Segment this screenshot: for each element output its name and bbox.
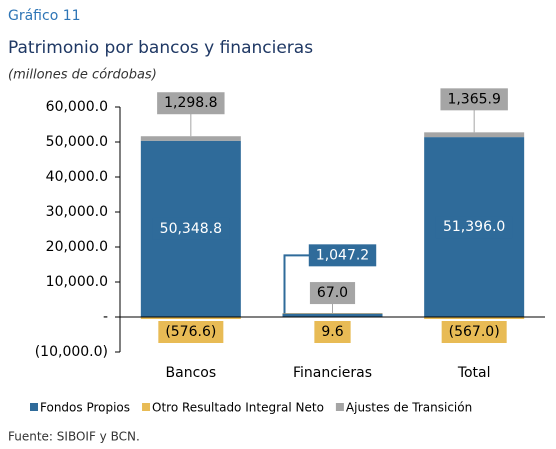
value-label: 51,396.0: [443, 219, 505, 235]
value-label: 1,047.2: [316, 247, 369, 263]
bar-segment: [140, 317, 241, 320]
legend-label: Ajustes de Transición: [346, 401, 472, 415]
y-tick-label: 60,000.0: [46, 99, 108, 115]
y-tick-label: -: [103, 309, 108, 325]
bar-segment: [424, 317, 525, 319]
bar-segment: [282, 313, 383, 314]
label-box: [440, 88, 508, 111]
legend-label: Otro Resultado Integral Neto: [152, 401, 324, 415]
y-tick-label: 30,000.0: [46, 204, 108, 220]
x-tick-label: Financieras: [293, 365, 372, 381]
value-label: 50,348.8: [160, 221, 222, 237]
chart-title: Patrimonio por bancos y financieras: [8, 38, 313, 58]
bar-segment: [140, 136, 241, 141]
label-box: [157, 92, 225, 115]
value-label: 1,365.9: [447, 91, 500, 107]
label-box: [308, 244, 377, 267]
supertitle: Gráfico 11: [8, 8, 81, 24]
y-tick-label: 40,000.0: [46, 169, 108, 185]
x-tick-label: Total: [457, 365, 491, 381]
y-tick-label: (10,000.0): [35, 344, 108, 360]
label-box: [152, 217, 230, 240]
value-label: 9.6: [321, 324, 343, 340]
y-tick-label: 20,000.0: [46, 239, 108, 255]
legend-swatch: [335, 403, 344, 411]
legend-swatch: [142, 403, 151, 411]
label-box: [441, 321, 507, 343]
label-box: [314, 321, 351, 343]
value-label: (576.6): [165, 324, 216, 340]
subtitle: (millones de córdobas): [8, 68, 157, 83]
bar-segment: [424, 132, 525, 138]
y-tick-label: 50,000.0: [46, 134, 108, 150]
label-box: [158, 321, 224, 343]
x-tick-label: Bancos: [166, 365, 217, 381]
value-label: 67.0: [317, 285, 348, 301]
bar-segment: [282, 313, 383, 317]
connector: [283, 254, 313, 314]
value-label: (567.0): [449, 324, 500, 340]
legend-swatch: [30, 403, 38, 411]
value-label: 1,298.8: [164, 95, 217, 111]
label-box: [309, 282, 356, 305]
y-tick-label: 10,000.0: [46, 274, 108, 290]
label-box: [435, 216, 513, 239]
legend-label: Fondos Propios: [40, 401, 130, 415]
source: Fuente: SIBOIF y BCN.: [8, 430, 140, 444]
